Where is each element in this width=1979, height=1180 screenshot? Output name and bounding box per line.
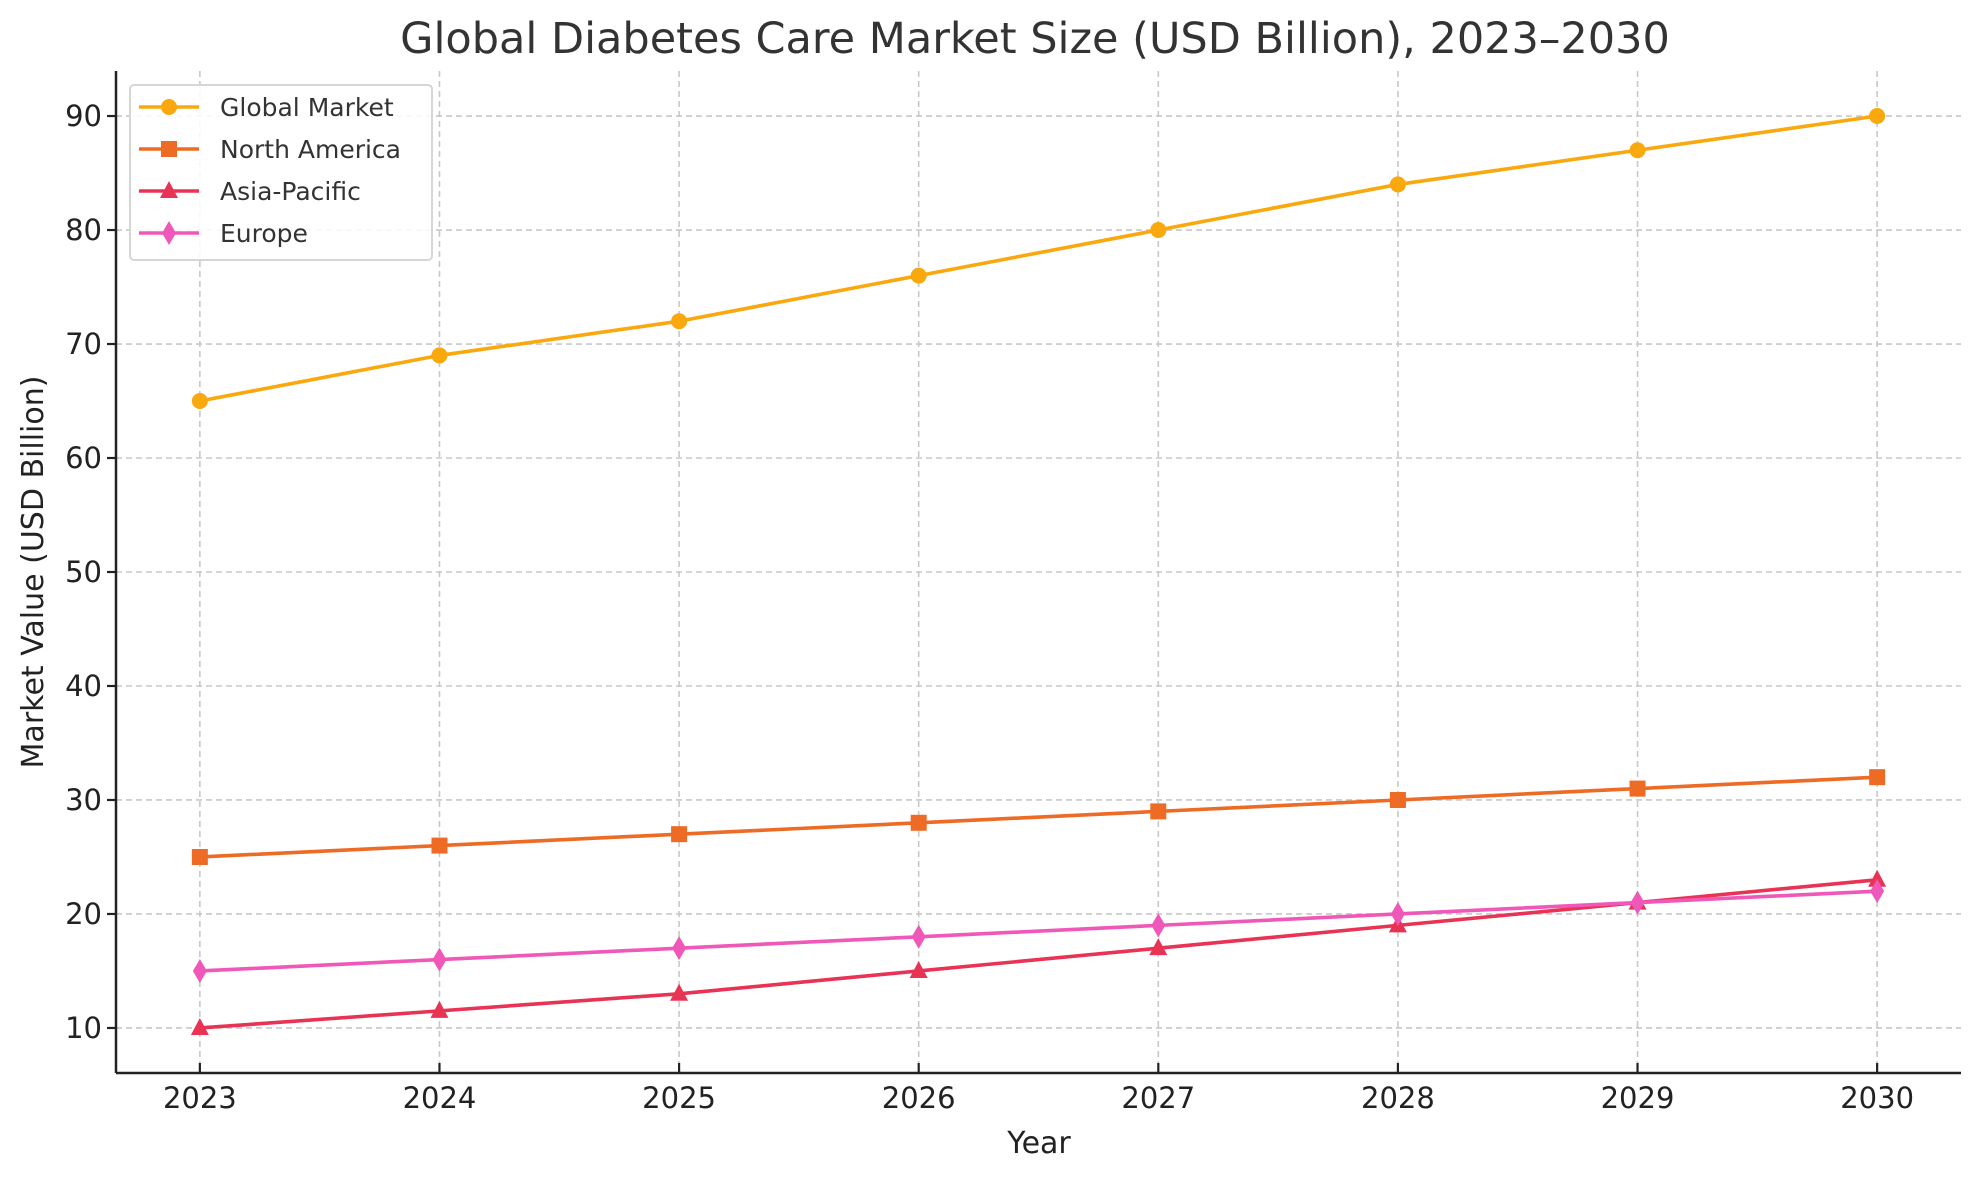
data-point-europe <box>1151 913 1166 938</box>
data-point-europe <box>672 936 687 961</box>
y-tick-label: 90 <box>65 99 102 133</box>
chart-title: Global Diabetes Care Market Size (USD Bi… <box>400 14 1670 64</box>
y-tick-label: 60 <box>65 441 102 475</box>
x-tick-label: 2026 <box>882 1081 956 1115</box>
x-tick-label: 2030 <box>1840 1081 1914 1115</box>
legend-item-north-america: North America <box>139 135 401 164</box>
legend-marker-square-icon <box>161 141 177 157</box>
data-point-global-market <box>1150 222 1167 239</box>
series-asia-pacific <box>190 869 1887 1035</box>
series-europe <box>192 879 1885 983</box>
x-tick-label: 2027 <box>1121 1081 1195 1115</box>
x-tick-label: 2023 <box>163 1081 237 1115</box>
data-point-north-america <box>1869 769 1886 786</box>
x-axis-label: Year <box>1006 1126 1071 1161</box>
data-point-europe <box>1870 879 1885 904</box>
y-tick-label: 40 <box>65 669 102 703</box>
data-point-europe <box>432 947 447 972</box>
legend: Global Market North America Asia-Pacific Eu… <box>129 84 433 261</box>
data-point-asia-pacific <box>670 983 689 1001</box>
data-point-europe <box>192 958 207 983</box>
data-point-global-market <box>1629 142 1646 159</box>
series-line-global-market <box>199 114 1878 403</box>
data-point-north-america <box>1629 780 1646 797</box>
y-ticks: 10 20 30 40 50 60 70 80 90 <box>65 99 116 1045</box>
data-point-north-america <box>431 837 448 854</box>
x-tick-label: 2028 <box>1361 1081 1435 1115</box>
y-axis-label: Market Value (USD Billion) <box>16 376 51 769</box>
data-point-global-market <box>1869 108 1886 125</box>
legend-item-europe: Europe <box>139 219 308 248</box>
y-tick-label: 50 <box>65 555 102 589</box>
legend-marker-diamond-icon <box>162 221 176 245</box>
y-tick-label: 20 <box>65 897 102 931</box>
data-point-north-america <box>191 848 208 865</box>
series-global-market <box>191 108 1886 410</box>
data-point-global-market <box>910 267 927 284</box>
data-point-asia-pacific <box>1868 869 1887 887</box>
y-tick-label: 30 <box>65 783 102 817</box>
legend-box <box>129 84 433 261</box>
data-point-global-market <box>671 313 688 330</box>
data-point-north-america <box>671 826 688 843</box>
legend-marker-triangle-icon <box>160 181 178 198</box>
series-line-asia-pacific <box>199 877 1878 1030</box>
data-point-north-america <box>1150 803 1167 820</box>
data-point-global-market <box>1389 176 1406 193</box>
data-point-europe <box>911 924 926 949</box>
x-tick-label: 2024 <box>403 1081 477 1115</box>
legend-item-global-market: Global Market <box>139 93 394 122</box>
series-north-america <box>191 769 1886 865</box>
data-point-europe <box>1630 890 1645 915</box>
y-tick-label: 70 <box>65 327 102 361</box>
legend-marker-circle-icon <box>161 99 177 115</box>
x-tick-label: 2029 <box>1601 1081 1675 1115</box>
data-point-asia-pacific <box>1149 938 1168 956</box>
y-tick-label: 80 <box>65 213 102 247</box>
legend-label: North America <box>220 135 401 164</box>
series-line-north-america <box>199 775 1878 859</box>
data-point-asia-pacific <box>430 1000 449 1018</box>
x-tick-label: 2025 <box>642 1081 716 1115</box>
data-point-north-america <box>910 814 927 831</box>
data-point-asia-pacific <box>909 960 928 978</box>
data-point-asia-pacific <box>190 1017 209 1035</box>
y-tick-label: 10 <box>65 1011 102 1045</box>
data-point-global-market <box>431 347 448 364</box>
data-point-global-market <box>191 393 208 410</box>
legend-label: Global Market <box>220 93 394 122</box>
x-ticks: 2023 2024 2025 2026 2027 2028 2029 2030 <box>163 1063 1914 1115</box>
legend-label: Europe <box>220 219 308 248</box>
series-line-europe <box>199 889 1878 973</box>
data-point-north-america <box>1389 791 1406 808</box>
legend-item-asia-pacific: Asia-Pacific <box>139 177 361 206</box>
data-point-europe <box>1390 901 1405 926</box>
series-layer <box>190 108 1887 1035</box>
legend-label: Asia-Pacific <box>220 177 361 206</box>
